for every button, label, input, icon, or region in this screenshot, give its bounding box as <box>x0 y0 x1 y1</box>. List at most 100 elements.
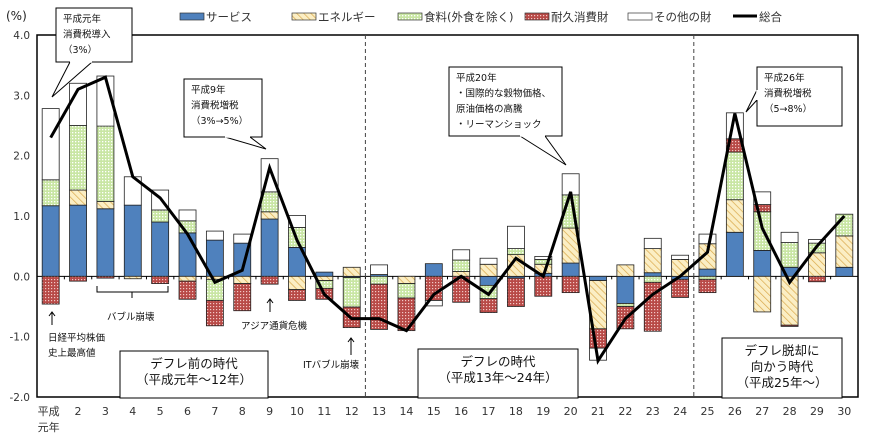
bar-segment-durables <box>479 298 498 313</box>
y-tick-label: 0.0 <box>13 271 30 283</box>
bar-segment-durables <box>561 275 580 294</box>
x-tick-label: 29 <box>810 405 824 418</box>
era-label: （平成元年～12年） <box>136 372 252 387</box>
x-tick-label: 6 <box>184 405 191 418</box>
legend-label: その他の財 <box>654 10 712 24</box>
legend-label: サービス <box>206 10 252 24</box>
arrow-head-icon <box>266 298 274 304</box>
bar-segment-other <box>507 225 525 249</box>
legend-label: 食料(外食を除く) <box>424 10 513 24</box>
annotation-text: 日経平均株価 <box>48 332 106 344</box>
bar-segment-food <box>397 283 416 299</box>
x-tick-label: 9 <box>266 405 273 418</box>
bar-segment-services <box>616 275 635 304</box>
bar-segment-other <box>534 256 553 260</box>
callout-text: （5→8%） <box>764 103 812 115</box>
callout-tail <box>518 135 567 166</box>
x-tick-label: 10 <box>290 405 304 418</box>
bar-segment-durables <box>96 275 115 279</box>
legend-swatch <box>291 12 317 21</box>
y-tick-label: 3.0 <box>13 90 30 102</box>
callout-text: 消費税導入 <box>63 29 111 41</box>
bar-segment-durables <box>233 283 252 312</box>
bar-segment-energy <box>753 275 772 313</box>
bar-segment-services <box>424 263 443 277</box>
era-label: （平成25年～） <box>737 375 828 390</box>
bubble-collapse-brace <box>96 286 169 298</box>
callout-text: 消費税増税 <box>764 88 812 100</box>
bar-segment-other <box>479 257 498 265</box>
bar-segment-energy <box>123 275 142 280</box>
y-axis-unit: (%) <box>6 9 27 23</box>
bar-segment-food <box>69 125 87 191</box>
bar-segment-services <box>753 249 772 277</box>
arrow-head-icon <box>347 337 355 343</box>
callout-text: ・国際的な穀物価格、 <box>456 88 551 100</box>
bar-segment-services <box>698 268 717 277</box>
x-tick-label: 28 <box>783 405 797 418</box>
arrow-head-icon <box>48 311 56 317</box>
bar-segment-energy <box>835 235 854 268</box>
bar-segment-durables <box>643 281 662 332</box>
x-tick-label: 17 <box>482 405 496 418</box>
bar-segment-services <box>479 275 498 286</box>
bar-segment-other <box>370 264 388 275</box>
bar-segment-services <box>561 262 580 277</box>
bar-segment-durables <box>671 278 690 298</box>
bar-segment-food <box>698 275 717 280</box>
annotation-text: アジア通貨危機 <box>241 320 308 332</box>
era-label: デフレ脱却に <box>744 343 819 358</box>
y-tick-label: 1.0 <box>13 211 30 223</box>
bar-segment-other <box>233 233 252 244</box>
legend-swatch <box>397 12 423 21</box>
bar-segment-services <box>725 231 744 277</box>
bar-segment-durables <box>288 289 306 301</box>
x-tick-label: 20 <box>564 405 578 418</box>
bar-segment-services <box>589 275 607 281</box>
bar-segment-services <box>41 205 60 277</box>
x-tick-label: 24 <box>673 405 687 418</box>
callout-tail <box>745 89 758 113</box>
callout-text: 消費税増税 <box>191 100 239 112</box>
callout-box <box>55 7 133 63</box>
bar-segment-durables <box>151 275 170 284</box>
y-tick-label: -1.0 <box>10 332 31 344</box>
x-tick-label: 4 <box>129 405 136 418</box>
x-tick-label: 15 <box>427 405 441 418</box>
bar-segment-other <box>205 230 224 241</box>
bar-segment-durables <box>808 275 826 283</box>
callout-text: （3%） <box>63 44 97 56</box>
bar-segment-other <box>643 237 662 249</box>
x-tick-label: 19 <box>536 405 550 418</box>
x-tick-label: 12 <box>345 405 359 418</box>
x-tick-label: 11 <box>317 405 331 418</box>
y-tick-label: -2.0 <box>10 392 31 404</box>
bar-segment-energy <box>178 275 197 282</box>
bar-segment-food <box>370 275 388 285</box>
bar-segment-other <box>671 254 690 260</box>
bar-segment-food <box>725 151 744 201</box>
bar-segment-other <box>698 233 717 245</box>
x-tick-label: 16 <box>454 405 468 418</box>
bar-segment-services <box>835 266 854 277</box>
bar-segment-energy <box>288 275 306 291</box>
bar-segment-durables <box>41 275 60 305</box>
legend-swatch <box>179 12 205 21</box>
era-box <box>721 337 843 399</box>
x-tick-label: 5 <box>157 405 164 418</box>
x-tick-label: 25 <box>700 405 714 418</box>
bar-segment-services <box>123 204 142 277</box>
y-tick-label: 2.0 <box>13 151 30 163</box>
annotation-text: バブル崩壊 <box>107 311 155 323</box>
bar-segment-energy <box>643 248 662 274</box>
callout-text: 平成20年 <box>456 72 497 84</box>
x-tick-label: 30 <box>837 405 851 418</box>
bar-segment-other <box>780 231 799 243</box>
callout-box <box>448 66 563 137</box>
bar-segment-energy <box>397 275 416 284</box>
bar-segment-durables <box>780 324 799 327</box>
callout-box <box>183 78 263 138</box>
x-tick-label: 元年 <box>38 420 60 434</box>
